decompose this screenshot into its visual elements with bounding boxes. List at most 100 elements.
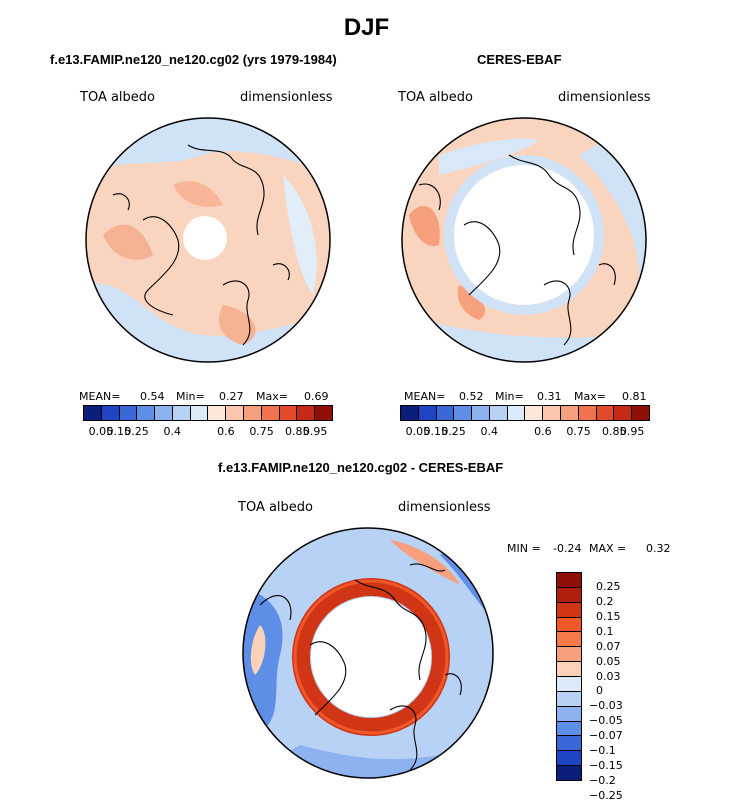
- figure-title: DJF: [343, 14, 390, 41]
- diff-colorbar-swatch: [557, 587, 581, 603]
- diff-colorbar-tick-label: −0.2: [589, 774, 616, 787]
- diff-colorbar-tick-label: −0.25: [589, 788, 623, 802]
- panel1-colorbar-swatch: [315, 406, 332, 420]
- panel2-variable-label: TOA albedo: [398, 90, 474, 105]
- panel2-colorbar-tick-label: 0.95: [619, 425, 645, 438]
- panel1-colorbar-tick-label: 0.95: [302, 425, 328, 438]
- diff-variable-label: TOA albedo: [238, 500, 314, 515]
- diff-colorbar-swatch: [557, 766, 581, 781]
- panel2-colorbar-swatch: [596, 406, 615, 420]
- diff-colorbar: [556, 572, 582, 781]
- panel1-colorbar-ticks: 0.05 0.15 0.25 0.4 0.6 0.75 0.85 0.95: [83, 425, 333, 441]
- diff-colorbar-tick-label: −0.03: [589, 699, 623, 713]
- panel1-subtitle: f.e13.FAMIP.ne120_ne120.cg02 (yrs 1979-1…: [50, 52, 337, 67]
- panel1-mean-value: 0.54: [140, 390, 165, 403]
- diff-colorbar-swatch: [557, 617, 581, 633]
- diff-colorbar-tick-label: −0.07: [589, 729, 623, 743]
- diff-colorbar-tick-label: 0: [596, 684, 603, 698]
- panel1-colorbar-tick-label: 0.4: [163, 425, 182, 438]
- panel2-colorbar-tick-label: 0.05: [405, 425, 431, 438]
- panel1-min-value: 0.27: [219, 390, 244, 403]
- panel2-max-label: Max=: [574, 390, 606, 403]
- diff-colorbar-swatch: [557, 751, 581, 767]
- panel2-colorbar-swatch: [454, 406, 473, 420]
- panel1-colorbar-swatch: [244, 406, 262, 420]
- panel1-colorbar-swatch: [190, 406, 209, 420]
- panel1-colorbar-tick-label: 0.05: [88, 425, 114, 438]
- diff-colorbar-swatch: [557, 691, 581, 707]
- panel2-colorbar-swatch: [578, 406, 597, 420]
- diff-colorbar-ticks: 0.25 0.2 0.15 0.1 0.07 0.05 0.03 0 −0.03 −0.05 −0.…: [589, 572, 669, 802]
- panel1-colorbar-tick-label: 0.6: [217, 425, 235, 438]
- panel2-colorbar-swatch: [525, 406, 544, 420]
- panel1-colorbar-swatch: [261, 406, 280, 420]
- diff-colorbar-swatch: [557, 736, 581, 752]
- panel1-colorbar: [83, 405, 333, 421]
- panel2-colorbar-tick-label: 0.25: [441, 425, 466, 438]
- panel2-colorbar-tick-label: 0.4: [480, 425, 499, 438]
- diff-colorbar-tick-label: −0.15: [589, 759, 623, 773]
- diff-colorbar-tick-label: 0.2: [596, 594, 614, 608]
- panel1-colorbar-tick-label: 0.25: [124, 425, 149, 438]
- panel2-colorbar-tick-label: 0.6: [534, 425, 552, 438]
- panel1-min-label: Min=: [176, 390, 205, 403]
- panel1-variable-label: TOA albedo: [80, 90, 156, 105]
- diff-min-value: -0.24: [553, 542, 582, 555]
- diff-colorbar-tick-label: 0.25: [596, 579, 621, 593]
- diff-colorbar-swatch: [557, 602, 581, 618]
- diff-colorbar-swatch: [557, 706, 581, 722]
- panel1-colorbar-swatch: [119, 406, 138, 420]
- diff-colorbar-swatch: [557, 647, 581, 663]
- diff-colorbar-tick-label: 0.07: [596, 639, 621, 653]
- diff-max-label: MAX =: [589, 542, 627, 555]
- diff-colorbar-tick-label: 0.15: [596, 609, 621, 623]
- diff-colorbar-tick-label: −0.1: [589, 744, 616, 758]
- panel1-colorbar-swatch: [297, 406, 316, 420]
- panel2-colorbar-tick-label: 0.15: [423, 425, 448, 438]
- panel2-units-label: dimensionless: [558, 90, 651, 105]
- diff-max-value: 0.32: [646, 542, 671, 555]
- diff-units-label: dimensionless: [398, 500, 491, 515]
- panel1-colorbar-swatch: [101, 406, 120, 420]
- diff-polar-map: [242, 527, 494, 779]
- panel2-mean-value: 0.52: [459, 390, 484, 403]
- panel1-colorbar-swatch: [279, 406, 298, 420]
- panel1-colorbar-swatch: [137, 406, 156, 420]
- panel2-colorbar-swatch: [489, 406, 508, 420]
- diff-colorbar-tick-label: 0.05: [596, 654, 621, 668]
- panel2-max-value: 0.81: [622, 390, 647, 403]
- panel2-colorbar-tick-label: 0.85: [602, 425, 627, 438]
- panel2-min-label: Min=: [495, 390, 524, 403]
- panel1-colorbar-tick-label: 0.85: [285, 425, 310, 438]
- diff-subtitle: f.e13.FAMIP.ne120_ne120.cg02 - CERES-EBA…: [218, 460, 504, 475]
- diff-colorbar-swatch: [557, 721, 581, 737]
- panel1-colorbar-tick-label: 0.75: [249, 425, 274, 438]
- panel2-subtitle: CERES-EBAF: [477, 52, 562, 67]
- panel2-colorbar-swatch: [561, 406, 579, 420]
- diff-colorbar-tick-label: −0.05: [589, 714, 623, 728]
- diff-colorbar-swatch: [557, 677, 581, 692]
- panel2-colorbar-swatch: [632, 406, 649, 420]
- diff-min-label: MIN =: [507, 542, 541, 555]
- panel1-mean-label: MEAN=: [79, 390, 121, 403]
- diff-colorbar-tick-label: 0.03: [596, 669, 621, 683]
- panel1-max-label: Max=: [256, 390, 288, 403]
- panel1-colorbar-tick-label: 0.15: [106, 425, 131, 438]
- panel1-colorbar-swatch: [226, 406, 245, 420]
- diff-colorbar-tick-label: 0.1: [596, 624, 614, 638]
- panel1-units-label: dimensionless: [240, 90, 333, 105]
- panel2-colorbar-tick-label: 0.75: [566, 425, 591, 438]
- panel1-polar-map: [85, 117, 331, 363]
- panel2-colorbar-swatch: [418, 406, 437, 420]
- panel2-min-value: 0.31: [537, 390, 562, 403]
- panel2-colorbar-swatch: [543, 406, 562, 420]
- panel2-colorbar-swatch: [401, 406, 419, 420]
- panel2-colorbar-swatch: [436, 406, 455, 420]
- panel2-colorbar-swatch: [507, 406, 526, 420]
- panel2-colorbar-swatch: [614, 406, 633, 420]
- panel1-colorbar-swatch: [155, 406, 173, 420]
- diff-colorbar-swatch: [557, 662, 581, 678]
- panel1-colorbar-swatch: [84, 406, 102, 420]
- panel2-colorbar-ticks: 0.05 0.15 0.25 0.4 0.6 0.75 0.85 0.95: [400, 425, 650, 441]
- diff-colorbar-swatch: [557, 632, 581, 648]
